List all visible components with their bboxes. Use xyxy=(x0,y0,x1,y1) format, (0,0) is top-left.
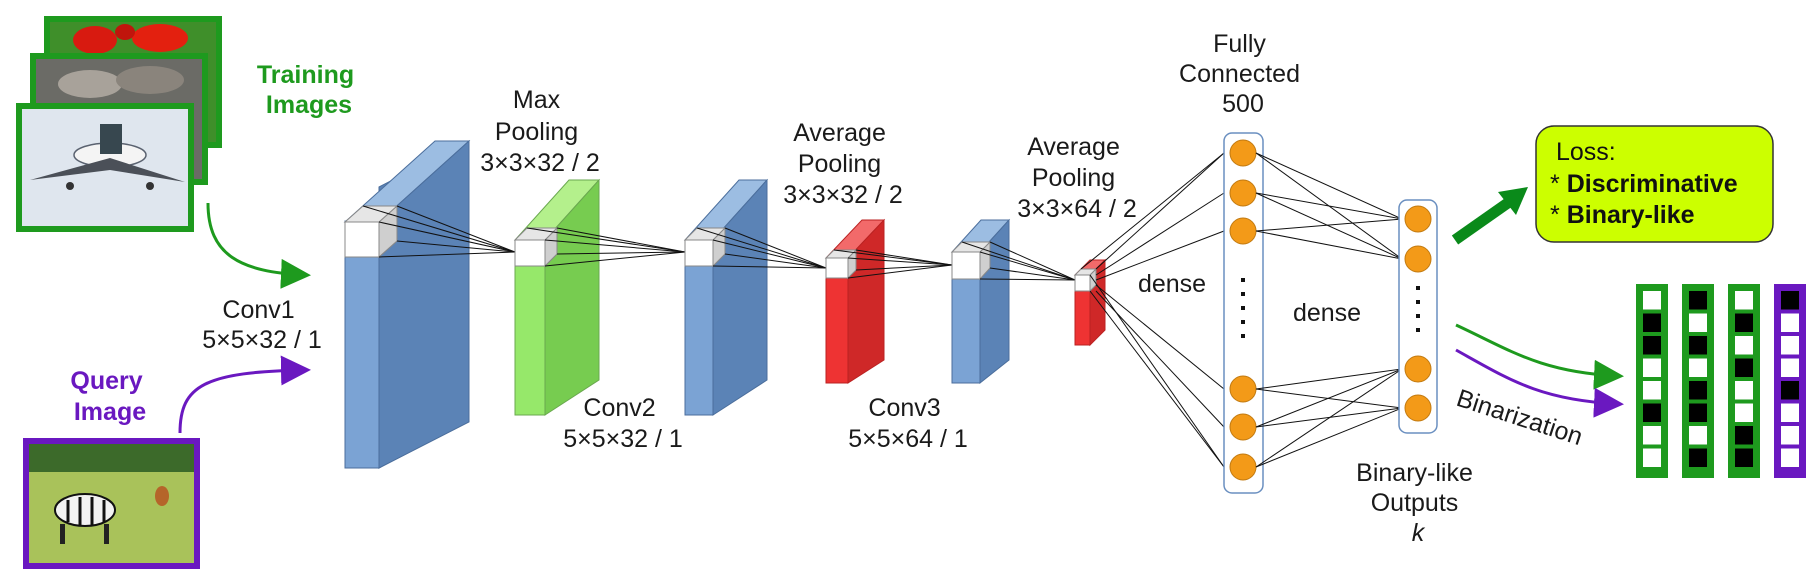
fc-ellipsis-dots xyxy=(1241,278,1245,338)
loss-item-discriminative: * Discriminative xyxy=(1550,170,1738,198)
fc-to-output-connections xyxy=(1255,152,1403,468)
conv1-label: Conv1 5×5×32 / 1 xyxy=(202,296,322,354)
fc-neuron xyxy=(1229,375,1257,403)
binary-bit xyxy=(1781,358,1799,377)
query-image xyxy=(23,438,200,569)
binary-bit xyxy=(1643,358,1661,377)
fc-neuron xyxy=(1229,413,1257,441)
binary-bit xyxy=(1689,448,1707,467)
binary-bit xyxy=(1781,381,1799,400)
conv2-to-avgpool1-connections xyxy=(696,227,827,269)
loss-arrow-head xyxy=(1498,187,1528,215)
dense2-label: dense xyxy=(1293,299,1361,327)
avgpool2-volume xyxy=(1073,258,1107,347)
fc-label: Fully Connected 500 xyxy=(1179,30,1307,118)
output-ellipsis-dots xyxy=(1416,286,1420,332)
binary-bit xyxy=(1735,403,1753,422)
output-neuron xyxy=(1404,205,1432,233)
fc-neurons xyxy=(1229,139,1257,481)
loss-title: Loss: xyxy=(1556,138,1616,166)
training-image-airplane xyxy=(16,103,194,232)
conv2-label: Conv2 5×5×32 / 1 xyxy=(563,394,683,453)
binary-bit xyxy=(1689,426,1707,445)
query-arrow xyxy=(178,355,311,434)
output-neuron xyxy=(1404,394,1432,422)
binary-bit xyxy=(1643,291,1661,310)
binary-bit xyxy=(1781,313,1799,332)
conv1-to-maxpool-connections xyxy=(362,205,516,258)
binary-bit xyxy=(1781,448,1799,467)
conv3-label: Conv3 5×5×64 / 1 xyxy=(848,394,968,453)
binary-bit xyxy=(1643,336,1661,355)
conv3-to-avgpool2-connections xyxy=(961,241,1076,281)
conv2-volume xyxy=(683,178,769,416)
binary-bit xyxy=(1781,426,1799,445)
conv3-volume xyxy=(950,218,1011,385)
dense1-label: dense xyxy=(1138,270,1206,298)
fc-neuron xyxy=(1229,139,1257,167)
binary-codes xyxy=(1636,284,1806,478)
output-neuron xyxy=(1404,245,1432,273)
training-images-label: Training Images xyxy=(257,61,361,119)
binary-bit xyxy=(1643,403,1661,422)
loss-item-binary-like: * Binary-like xyxy=(1550,201,1695,229)
maxpool-to-conv2-connections xyxy=(526,227,686,267)
binary-bit xyxy=(1689,381,1707,400)
binarization-arrow-green xyxy=(1455,323,1624,390)
loss-arrow-shaft xyxy=(1451,195,1516,245)
binary-bit xyxy=(1781,336,1799,355)
binary-bit xyxy=(1735,336,1753,355)
avgpool2-label: Average Pooling 3×3×64 / 2 xyxy=(1017,133,1137,223)
avgpool1-label: Average Pooling 3×3×32 / 2 xyxy=(783,119,903,209)
query-image-label: Query Image xyxy=(70,367,149,426)
binary-bit xyxy=(1689,313,1707,332)
binarization-label: Binarization xyxy=(1453,384,1586,451)
avgpool1-volume xyxy=(824,218,886,384)
fc-neuron xyxy=(1229,179,1257,207)
binary-bit xyxy=(1643,448,1661,467)
avgpool2-to-fc-connections xyxy=(1080,152,1225,468)
binary-bit xyxy=(1689,336,1707,355)
fc-neuron xyxy=(1229,453,1257,481)
binary-bit xyxy=(1735,291,1753,310)
binary-bit xyxy=(1643,313,1661,332)
binary-bit xyxy=(1735,358,1753,377)
output-neuron xyxy=(1404,355,1432,383)
binary-bit xyxy=(1735,448,1753,467)
conv1-volume xyxy=(343,139,471,469)
maxpool-label: Max Pooling 3×3×32 / 2 xyxy=(480,86,600,177)
binary-bit xyxy=(1781,403,1799,422)
outputs-label: Binary-like Outputs k xyxy=(1356,459,1480,547)
loss-box xyxy=(1535,125,1774,243)
maxpool-volume xyxy=(513,178,601,416)
binarization-arrow-purple xyxy=(1455,348,1624,418)
training-images-stack xyxy=(16,16,222,232)
binary-bit xyxy=(1735,381,1753,400)
avgpool1-to-conv3-connections xyxy=(833,249,953,279)
binary-bit xyxy=(1781,291,1799,310)
training-arrow xyxy=(206,202,311,289)
binary-bit xyxy=(1735,426,1753,445)
binary-bit xyxy=(1689,291,1707,310)
output-neurons xyxy=(1404,205,1432,422)
binary-bit xyxy=(1689,358,1707,377)
binary-bit xyxy=(1689,403,1707,422)
binary-bit xyxy=(1643,381,1661,400)
fc-neuron xyxy=(1229,217,1257,245)
binary-bit xyxy=(1643,426,1661,445)
binary-bit xyxy=(1735,313,1753,332)
